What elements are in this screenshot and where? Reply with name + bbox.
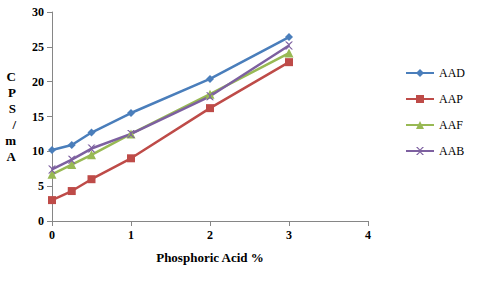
svg-text:1: 1 (128, 228, 134, 242)
svg-text:S: S (9, 101, 16, 116)
svg-text:AAF: AAF (439, 118, 463, 132)
svg-text:20: 20 (32, 75, 44, 89)
svg-text:C: C (7, 69, 16, 84)
svg-text:0: 0 (49, 228, 55, 242)
svg-text:15: 15 (32, 110, 44, 124)
svg-text:AAB: AAB (439, 144, 464, 158)
svg-text:P: P (8, 85, 16, 100)
svg-text:m: m (5, 133, 16, 148)
svg-text:4: 4 (365, 228, 371, 242)
svg-text:2: 2 (207, 228, 213, 242)
svg-text:5: 5 (38, 179, 44, 193)
svg-text:AAD: AAD (439, 66, 465, 80)
svg-text:A: A (7, 149, 17, 164)
svg-text:/: / (11, 117, 16, 132)
svg-text:10: 10 (32, 144, 44, 158)
svg-text:3: 3 (286, 228, 292, 242)
svg-text:AAP: AAP (439, 92, 463, 106)
svg-text:Phosphoric Acid %: Phosphoric Acid % (156, 250, 264, 265)
svg-text:25: 25 (32, 40, 44, 54)
svg-text:0: 0 (38, 214, 44, 228)
svg-text:30: 30 (32, 5, 44, 19)
